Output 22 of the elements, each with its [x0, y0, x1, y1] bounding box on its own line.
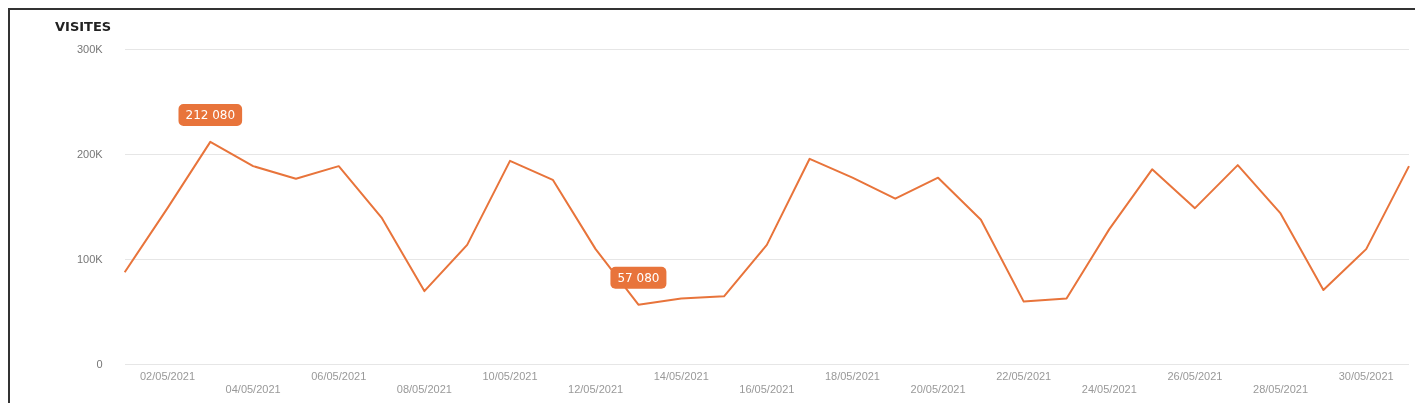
x-tick-label: 02/05/2021: [139, 370, 196, 383]
x-tick-label: 26/05/2021: [1167, 370, 1223, 383]
x-tick-label: 24/05/2021: [1081, 383, 1137, 396]
x-tick-label: 28/05/2021: [1253, 383, 1309, 396]
data-label: 57 080: [617, 270, 660, 285]
x-tick-label: 08/05/2021: [396, 383, 452, 396]
x-tick-label: 06/05/2021: [311, 370, 367, 383]
x-tick-label: 14/05/2021: [653, 370, 709, 383]
y-tick-label: 100K: [76, 252, 104, 265]
x-tick-label: 12/05/2021: [568, 383, 624, 396]
y-tick-label: 200K: [76, 147, 104, 160]
x-tick-label: 30/05/2021: [1338, 370, 1394, 383]
y-tick-label: 0: [96, 357, 103, 370]
x-tick-label: 18/05/2021: [824, 370, 880, 383]
x-tick-label: 16/05/2021: [739, 383, 795, 396]
x-tick-label: 04/05/2021: [225, 383, 281, 396]
chart-title: VISITES: [55, 19, 112, 35]
x-tick-label: 20/05/2021: [910, 383, 966, 396]
data-label: 212 080: [185, 108, 236, 123]
y-tick-label: 300K: [76, 42, 104, 55]
x-tick-label: 10/05/2021: [482, 370, 538, 383]
x-tick-label: 22/05/2021: [996, 370, 1052, 383]
